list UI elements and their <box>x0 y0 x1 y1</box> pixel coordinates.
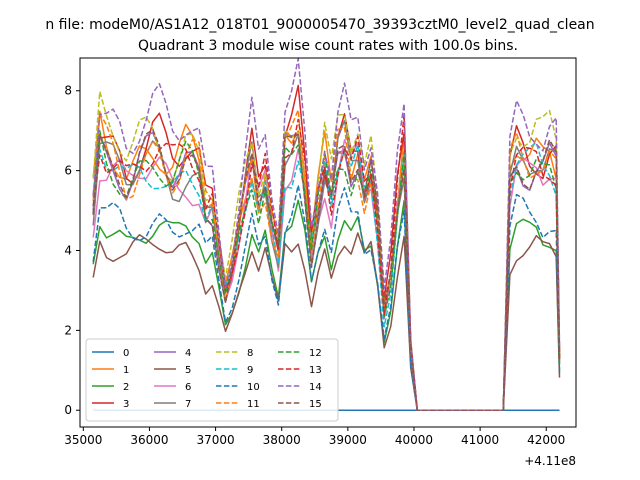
y-tick-label: 2 <box>64 323 72 337</box>
figure-suptitle: n file: modeM0/AS1A12_018T01_9000005470_… <box>45 17 594 33</box>
legend-frame <box>85 338 339 422</box>
legend-entry: 0 <box>123 348 129 359</box>
series-line-13 <box>92 113 561 411</box>
legend-entry: 2 <box>123 382 129 393</box>
legend-entry: 14 <box>309 382 322 393</box>
legend-entry: 1 <box>123 365 129 376</box>
series-line-9 <box>92 141 561 411</box>
x-tick-label: 38000 <box>263 433 301 447</box>
legend-entry: 12 <box>309 348 322 359</box>
legend-entry: 7 <box>185 399 191 410</box>
series-line-10 <box>92 184 561 411</box>
y-tick-label: 6 <box>64 164 72 178</box>
legend-entry: 11 <box>247 399 260 410</box>
x-tick-label: 42000 <box>527 433 565 447</box>
legend-entry: 6 <box>185 382 191 393</box>
y-tick-label: 8 <box>64 84 72 98</box>
legend-entry: 3 <box>123 399 129 410</box>
series-line-15 <box>92 128 561 411</box>
x-tick-label: 41000 <box>461 433 499 447</box>
legend-entry: 8 <box>247 348 253 359</box>
y-axis: 0 2 4 6 8 <box>64 84 80 417</box>
y-tick-label: 4 <box>64 243 72 257</box>
legend-entry: 4 <box>185 348 191 359</box>
x-tick-label: 36000 <box>130 433 168 447</box>
series-layer <box>92 58 561 411</box>
y-tick-label: 0 <box>64 403 72 417</box>
chart-title: Quadrant 3 module wise count rates with … <box>138 38 518 54</box>
x-offset-label: +4.11e8 <box>524 454 576 468</box>
x-axis: 35000 36000 37000 38000 39000 40000 41000 42000 <box>64 427 565 447</box>
series-line-12 <box>92 130 561 411</box>
legend-entry: 10 <box>247 382 260 393</box>
x-tick-label: 39000 <box>329 433 367 447</box>
legend-entry: 15 <box>309 399 322 410</box>
legend-entry: 9 <box>247 365 253 376</box>
x-tick-label: 37000 <box>196 433 234 447</box>
x-tick-label: 40000 <box>395 433 433 447</box>
plot-frame <box>79 57 577 428</box>
x-tick-label: 35000 <box>64 433 102 447</box>
legend-entry: 5 <box>185 365 191 376</box>
legend-entry: 13 <box>309 365 322 376</box>
